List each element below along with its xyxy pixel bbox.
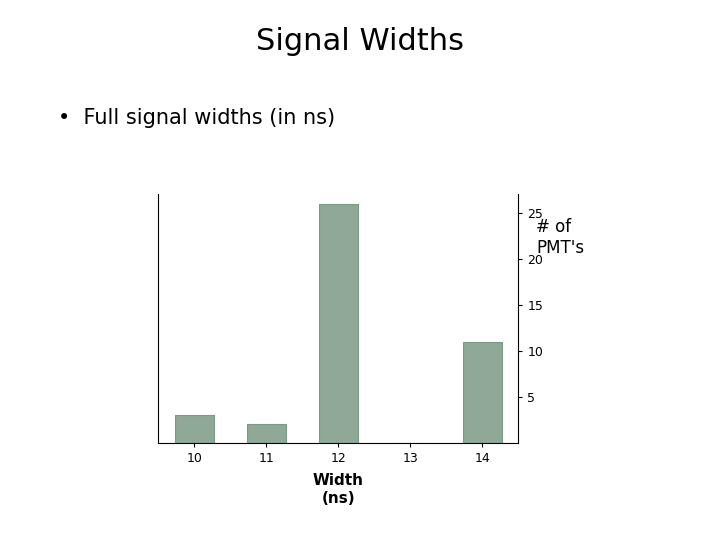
Bar: [174, 415, 214, 443]
Bar: [462, 342, 502, 443]
Text: Signal Widths: Signal Widths: [256, 27, 464, 56]
X-axis label: Width
(ns): Width (ns): [313, 473, 364, 505]
Text: # of
PMT's: # of PMT's: [536, 218, 585, 257]
Bar: [318, 204, 358, 443]
Text: •  Full signal widths (in ns): • Full signal widths (in ns): [58, 108, 335, 128]
Bar: [246, 424, 286, 443]
